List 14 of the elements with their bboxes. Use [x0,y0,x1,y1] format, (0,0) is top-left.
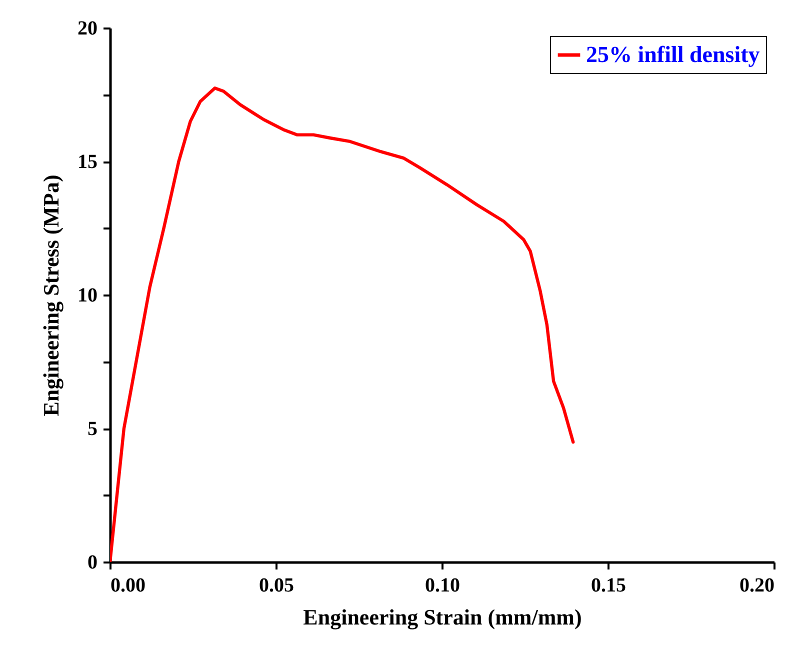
x-tick-label: 0.20 [740,574,774,596]
x-tick-label: 0.15 [591,574,626,596]
x-axis-title: Engineering Strain (mm/mm) [303,604,582,630]
x-tick-label: 0.00 [110,574,146,596]
x-tick-label: 0.10 [425,574,460,596]
y-axis-title: Engineering Stress (MPa) [38,174,64,416]
y-tick-label: 20 [78,18,98,40]
y-tick-label: 0 [88,552,98,574]
y-tick-label: 5 [88,418,98,440]
x-tick-label: 0.05 [259,574,294,596]
line-series [110,86,575,562]
y-tick-label: 10 [78,284,98,306]
legend-label: 25% infill density [586,42,760,67]
y-tick-label: 15 [78,151,98,173]
